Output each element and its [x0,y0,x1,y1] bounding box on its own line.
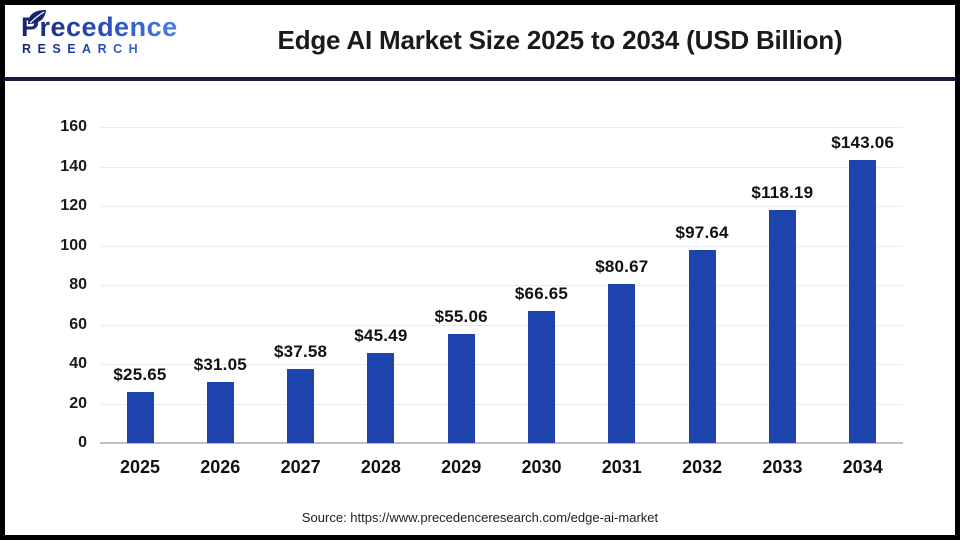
bar-value-label: $80.67 [595,256,649,276]
bar-value-label: $55.06 [434,307,488,327]
bar-value-label: $31.05 [193,354,247,374]
gridline [100,127,903,128]
x-axis-tick-label: 2034 [842,457,883,477]
y-axis-tick-label: 40 [69,355,87,372]
y-axis-tick-label: 0 [78,434,87,451]
precedence-research-logo: Precedence RESEARCH [19,10,179,56]
gridline [100,206,903,207]
y-axis-tick-label: 100 [60,236,87,254]
header-bar: Precedence RESEARCH Edge AI Market Size … [5,5,955,81]
logo-wordmark: Precedence [21,12,178,42]
gridline [100,403,903,405]
bar-2033 [768,209,796,443]
bar-2027 [287,368,315,443]
y-axis-tick-label: 80 [69,276,87,293]
bar-value-label: $97.64 [675,223,729,243]
bar-chart: 0 20 40 60 80 100 120 140 160 $25.65 2025 $31.05 202… [5,85,955,535]
y-axis-tick-label: 140 [60,157,87,175]
bar-2034 [849,160,877,443]
logo-subtitle: RESEARCH [19,42,179,56]
bar-2030 [528,311,555,443]
page-title: Edge AI Market Size 2025 to 2034 (USD Bi… [277,25,843,55]
bar-2026 [206,381,234,443]
y-axis-tick-label: 120 [60,197,87,214]
bar-2025 [126,392,154,443]
gridline [100,364,903,365]
x-axis-tick-label: 2030 [521,457,562,477]
x-axis-tick-label: 2029 [441,457,482,477]
source-text: Source: https://www.precedenceresearch.c… [301,510,659,525]
gridline [100,166,903,168]
gridline [100,324,903,326]
leaf-icon [28,10,46,24]
bar-value-label: $25.65 [113,365,167,385]
bar-2029 [447,334,475,443]
bar-2028 [367,353,395,443]
x-axis-tick-label: 2025 [119,457,161,477]
x-axis-tick-label: 2031 [601,457,642,477]
x-axis-tick-label: 2033 [762,457,803,477]
x-axis-tick-label: 2032 [682,457,723,477]
gridline [100,245,903,247]
x-axis-line [100,442,903,444]
bar-2031 [608,283,636,443]
bar-value-label: $143.06 [831,133,895,153]
x-axis-tick-label: 2027 [280,457,321,477]
bar-value-label: $66.65 [514,284,569,304]
bar-2032 [688,250,716,443]
y-axis-tick-label: 60 [69,315,87,333]
bar-value-label: $118.19 [751,182,814,202]
x-axis-tick-label: 2026 [200,457,241,477]
bar-value-label: $45.49 [354,326,408,346]
y-axis-tick-label: 20 [69,394,87,412]
bar-value-label: $37.58 [273,341,328,361]
x-axis-tick-label: 2028 [360,457,401,477]
y-axis-tick-label: 160 [60,118,87,135]
gridline [100,285,903,286]
